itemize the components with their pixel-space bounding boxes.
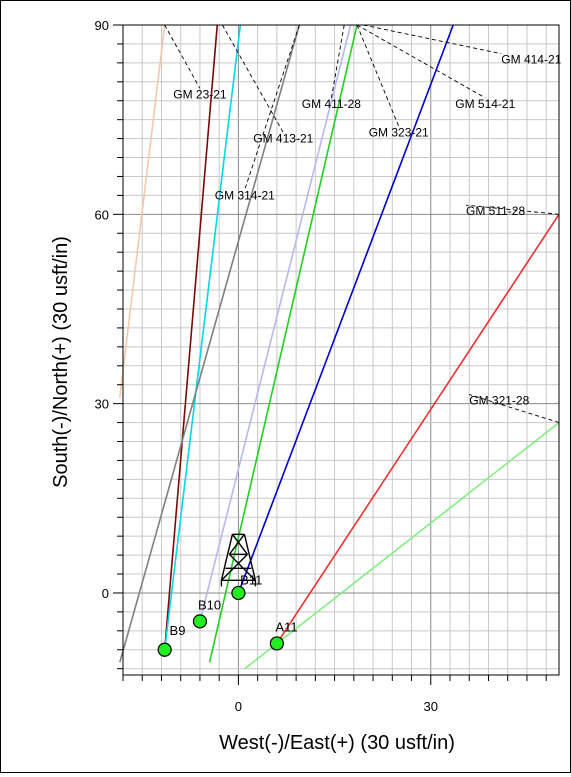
- y-tick-label: 30: [95, 397, 109, 412]
- plot-area: [122, 24, 560, 676]
- trajectory-label: GM 414-21: [501, 53, 561, 67]
- trajectory-label: GM 511-28: [466, 204, 525, 218]
- trajectory-label: GM 321-28: [469, 393, 529, 407]
- trajectory-line: [208, 24, 358, 663]
- trajectory-labels: GM 23-21 GM 413-21 GM 314-21 GM 411-28 GM 32…: [173, 53, 561, 408]
- label-leaders: [164, 24, 560, 424]
- y-tick-label: 90: [95, 18, 109, 33]
- grid: [122, 24, 559, 675]
- wells: B9 B10 B11 A11: [157, 572, 298, 657]
- label-leader-line: [356, 24, 400, 127]
- trajectory-label: GM 314-21: [215, 188, 275, 202]
- well-label: A11: [275, 620, 297, 635]
- label-leader-line: [356, 24, 486, 99]
- trajectory-line: [276, 213, 560, 644]
- well-marker: [192, 614, 208, 629]
- y-axis-label: South(-)/North(+) (30 usft/in): [50, 236, 72, 488]
- well-marker: [231, 585, 246, 601]
- trajectory-label: GM 514-21: [455, 97, 515, 111]
- x-tick-label: 0: [235, 699, 242, 714]
- y-tick-label: 60: [95, 207, 109, 222]
- rig-strut: [231, 533, 248, 555]
- x-axis-label: West(-)/East(+) (30 usft/in): [219, 732, 455, 754]
- trajectory-label: GM 323-21: [369, 125, 429, 139]
- trajectory-line: [119, 24, 301, 663]
- rig-strut: [220, 553, 248, 581]
- well-marker: [157, 642, 172, 657]
- trajectory-line: [163, 24, 219, 650]
- trajectory-label: GM 411-28: [302, 97, 361, 111]
- trajectory-label: GM 23-21: [173, 87, 227, 101]
- well-label: B10: [198, 598, 221, 613]
- well-marker: [269, 636, 284, 651]
- label-leader-line: [244, 24, 300, 190]
- tick-marks: [113, 24, 547, 685]
- trajectory-label: GM 413-21: [253, 132, 313, 146]
- trajectory-line: [237, 24, 454, 594]
- label-leader-line: [465, 204, 560, 215]
- trajectory-lines: [118, 24, 560, 670]
- trajectory-line: [118, 24, 166, 398]
- rig-strut: [228, 553, 256, 581]
- trajectory-line: [199, 24, 352, 622]
- label-leader-line: [221, 24, 284, 133]
- trajectory-line: [163, 24, 242, 650]
- well-label: B9: [170, 623, 186, 638]
- drilling-rig-icon: [220, 533, 257, 587]
- label-leader-line: [363, 24, 502, 55]
- rig-strut: [243, 534, 257, 581]
- label-leader-line: [164, 24, 201, 89]
- well-label: B11: [240, 572, 262, 587]
- x-tick-label: 30: [424, 699, 438, 714]
- rig-strut: [220, 534, 234, 581]
- trajectory-line: [244, 421, 560, 670]
- label-leader-line: [469, 394, 560, 424]
- tick-labels: 0 30 0 30 60 90: [95, 18, 438, 714]
- y-tick-label: 0: [102, 586, 109, 601]
- rig-strut: [228, 533, 245, 555]
- label-leader-line: [330, 24, 345, 98]
